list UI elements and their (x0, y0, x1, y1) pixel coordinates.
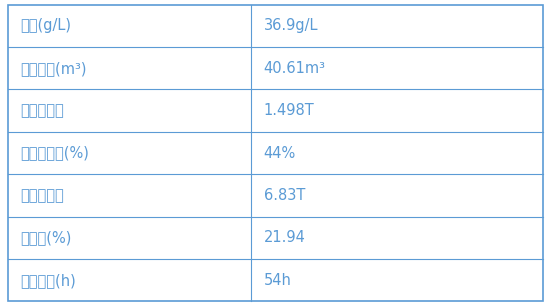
Text: 异亮氨酸量: 异亮氨酸量 (20, 103, 64, 118)
Text: 发酵周期(h): 发酵周期(h) (20, 273, 76, 288)
Text: 21.94: 21.94 (263, 230, 305, 245)
Text: 流加糖质量: 流加糖质量 (20, 188, 64, 203)
Text: 54h: 54h (263, 273, 291, 288)
Text: 流加糖浓度(%): 流加糖浓度(%) (20, 145, 89, 161)
Text: 6.83T: 6.83T (263, 188, 305, 203)
Text: 36.9g/L: 36.9g/L (263, 18, 318, 33)
Text: 转化率(%): 转化率(%) (20, 230, 72, 245)
Text: 1.498T: 1.498T (263, 103, 314, 118)
Text: 40.61m³: 40.61m³ (263, 61, 326, 76)
Text: 放罐体积(m³): 放罐体积(m³) (20, 61, 87, 76)
Text: 产酸(g/L): 产酸(g/L) (20, 18, 72, 33)
Text: 44%: 44% (263, 145, 296, 161)
